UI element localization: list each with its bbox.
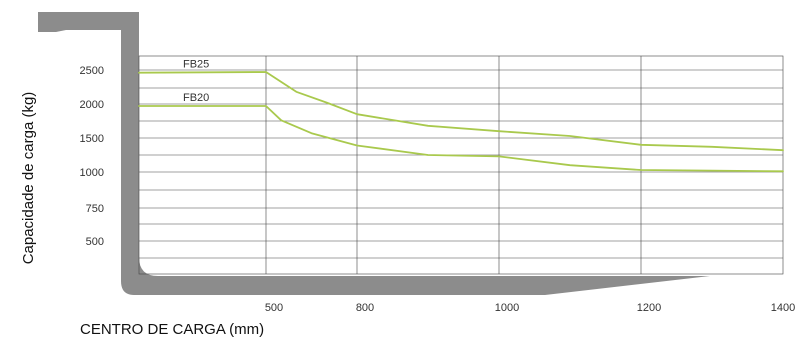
x-tick-label-1000: 1000	[495, 302, 519, 314]
y-tick-label-500: 500	[86, 236, 104, 248]
y-tick-label-2500: 2500	[80, 65, 104, 77]
x-axis-title: CENTRO DE CARGA (mm)	[80, 321, 264, 338]
x-axis-ticks: 500 800 1000 1200 1400	[265, 302, 795, 314]
series-label-fb20: FB20	[183, 92, 209, 104]
x-tick-label-800: 800	[356, 302, 374, 314]
series-line-fb20	[138, 105, 784, 173]
series-label-fb25: FB25	[183, 59, 209, 71]
y-axis-ticks: 2500 2000 1500 1000 750 500	[80, 65, 104, 248]
series-layer: FB25 FB20	[138, 59, 784, 173]
x-tick-label-500: 500	[265, 302, 283, 314]
y-tick-label-1000: 1000	[80, 167, 104, 179]
chart-gridlines	[138, 55, 784, 275]
x-tick-label-1400: 1400	[771, 302, 795, 314]
x-tick-label-1200: 1200	[637, 302, 661, 314]
plot-area-border	[138, 55, 784, 275]
y-axis-title: Capacidade de carga (kg)	[20, 92, 37, 265]
y-tick-label-750: 750	[86, 203, 104, 215]
y-tick-label-2000: 2000	[80, 99, 104, 111]
y-tick-label-1500: 1500	[80, 133, 104, 145]
series-line-fb25	[138, 71, 784, 152]
